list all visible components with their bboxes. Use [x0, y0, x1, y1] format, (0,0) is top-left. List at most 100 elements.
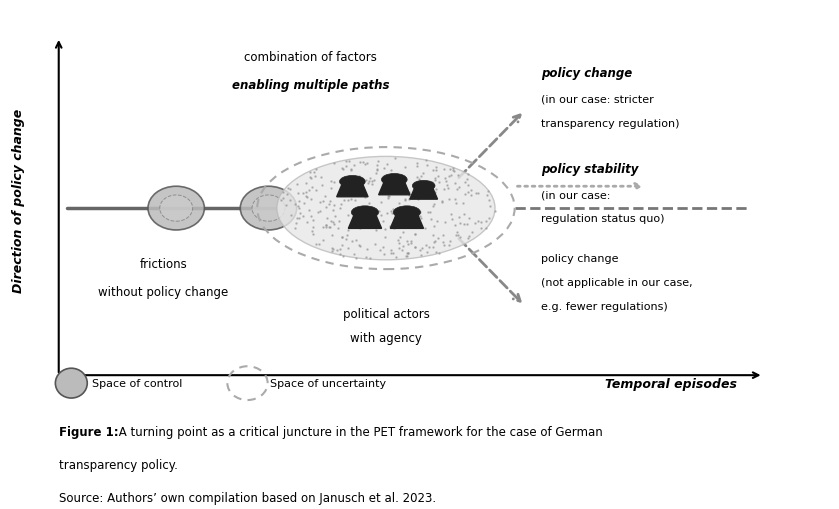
- Point: [480, 191, 493, 200]
- Point: [401, 203, 414, 211]
- Point: [352, 242, 366, 250]
- Point: [348, 189, 362, 197]
- Text: Space of control: Space of control: [92, 378, 183, 388]
- Point: [414, 251, 428, 259]
- Point: [436, 238, 450, 246]
- Point: [378, 234, 392, 242]
- Point: [399, 189, 412, 197]
- Point: [347, 162, 361, 170]
- Point: [303, 206, 316, 214]
- Point: [326, 207, 340, 215]
- Point: [348, 196, 362, 204]
- Point: [457, 220, 471, 229]
- Text: Direction of policy change: Direction of policy change: [12, 109, 25, 293]
- Point: [353, 158, 367, 166]
- Point: [327, 179, 341, 187]
- Point: [461, 220, 474, 229]
- Point: [440, 177, 453, 185]
- Point: [363, 254, 377, 263]
- Point: [453, 219, 466, 228]
- Point: [396, 246, 409, 254]
- Polygon shape: [378, 184, 410, 195]
- Point: [427, 202, 440, 210]
- Circle shape: [352, 207, 378, 219]
- Point: [289, 224, 302, 233]
- Point: [451, 172, 464, 180]
- Point: [353, 224, 367, 233]
- Point: [472, 190, 485, 198]
- Point: [420, 192, 434, 201]
- Point: [358, 193, 372, 202]
- Point: [341, 212, 354, 220]
- Point: [387, 225, 400, 233]
- Point: [432, 179, 446, 187]
- Point: [352, 173, 366, 181]
- Point: [341, 227, 355, 235]
- Point: [413, 213, 426, 221]
- Point: [428, 237, 441, 245]
- Point: [398, 210, 411, 218]
- Point: [415, 244, 429, 252]
- Point: [416, 180, 430, 188]
- Point: [435, 198, 449, 206]
- Text: (in our case: stricter: (in our case: stricter: [541, 95, 654, 104]
- Point: [458, 190, 472, 199]
- Point: [315, 182, 329, 190]
- Point: [336, 234, 349, 242]
- Point: [393, 182, 407, 190]
- Text: Space of uncertainty: Space of uncertainty: [270, 378, 386, 388]
- Point: [344, 167, 357, 175]
- Point: [312, 240, 326, 248]
- Point: [466, 229, 479, 237]
- Point: [404, 240, 418, 248]
- Point: [379, 173, 393, 181]
- Point: [284, 197, 297, 205]
- Point: [437, 242, 451, 250]
- Point: [416, 193, 430, 201]
- Point: [357, 210, 371, 218]
- Point: [461, 176, 474, 184]
- Point: [461, 234, 474, 242]
- Point: [345, 165, 358, 173]
- Point: [322, 223, 336, 231]
- Point: [420, 242, 433, 250]
- Point: [392, 245, 405, 253]
- Point: [437, 232, 451, 240]
- Point: [303, 168, 316, 177]
- Point: [444, 172, 457, 180]
- Point: [293, 197, 306, 205]
- Point: [409, 230, 422, 238]
- Point: [421, 208, 435, 216]
- Point: [373, 247, 387, 255]
- Point: [425, 215, 438, 223]
- Point: [316, 223, 330, 232]
- Polygon shape: [348, 216, 382, 229]
- Point: [400, 250, 414, 258]
- Point: [310, 165, 323, 174]
- Point: [344, 189, 357, 197]
- Point: [399, 220, 412, 229]
- Point: [378, 225, 392, 234]
- Point: [404, 237, 418, 245]
- Point: [356, 218, 369, 227]
- Point: [334, 200, 347, 208]
- Point: [408, 192, 421, 201]
- Point: [410, 174, 424, 182]
- Point: [451, 232, 465, 240]
- Point: [280, 190, 294, 199]
- Point: [300, 218, 314, 226]
- Point: [341, 245, 355, 253]
- Point: [386, 249, 399, 258]
- Point: [430, 248, 443, 257]
- Polygon shape: [336, 186, 368, 197]
- Point: [373, 222, 386, 231]
- Point: [325, 184, 338, 192]
- Point: [429, 167, 442, 175]
- Point: [335, 164, 348, 172]
- Point: [414, 208, 427, 216]
- Point: [290, 214, 304, 222]
- Point: [374, 211, 388, 219]
- Point: [383, 222, 397, 230]
- Point: [304, 173, 317, 181]
- Point: [303, 186, 316, 194]
